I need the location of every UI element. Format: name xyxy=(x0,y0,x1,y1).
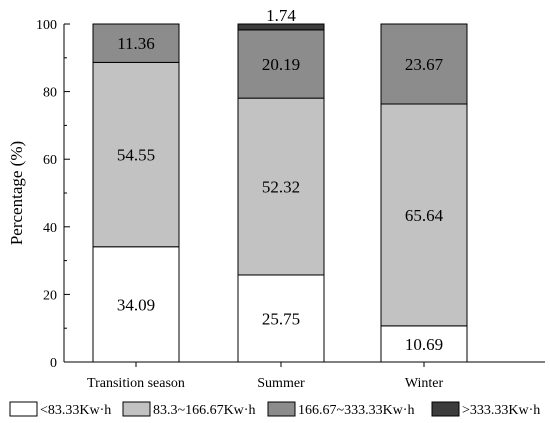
bar-segment-3-2 xyxy=(380,103,468,327)
legend-swatch-2 xyxy=(122,401,151,417)
data-label-2-3: 20.19 xyxy=(262,55,300,74)
y-tick-label-100: 100 xyxy=(36,18,57,33)
legend-label-2: 83.3~166.67Kw·h xyxy=(153,403,255,418)
y-tick-label-80: 80 xyxy=(43,86,57,101)
legend: <83.33Kw·h 83.3~166.67Kw·h 166.67~333.33Kw… xyxy=(9,401,540,418)
x-tick-label-3: Winter xyxy=(405,376,444,391)
bar-segment-3-3 xyxy=(380,23,468,105)
bar-segment-2-3 xyxy=(237,29,325,99)
legend-swatch-4 xyxy=(431,401,460,417)
y-tick-label-40: 40 xyxy=(43,221,57,236)
x-ticks: Transition season Summer Winter xyxy=(87,362,443,391)
bar-segment-1-1 xyxy=(92,246,180,363)
bar-segment-2-4 xyxy=(237,23,325,31)
y-axis-title: Percentage (%) xyxy=(7,141,26,245)
legend-label-3: 166.67~333.33Kw·h xyxy=(298,403,414,418)
bar-segment-2-2 xyxy=(237,97,325,276)
data-label-2-1: 25.75 xyxy=(262,309,300,328)
data-label-1-1: 34.09 xyxy=(117,295,155,314)
data-label-1-3: 11.36 xyxy=(117,34,155,53)
x-tick-label-2: Summer xyxy=(257,376,305,391)
y-tick-label-0: 0 xyxy=(50,356,57,371)
legend-swatch-3 xyxy=(267,401,296,417)
data-label-1-2: 54.55 xyxy=(117,146,155,165)
data-label-2-4: 1.74 xyxy=(266,6,296,25)
legend-label-4: >333.33Kw·h xyxy=(462,403,540,418)
y-tick-label-60: 60 xyxy=(43,153,57,168)
bar-segment-2-1 xyxy=(237,274,325,363)
y-ticks: 0 20 40 60 80 100 xyxy=(36,18,70,371)
bars-layer: 34.09 54.55 11.36 25.75 52.32 20.19 1.74 10.69 6… xyxy=(92,6,468,363)
data-label-3-3: 23.67 xyxy=(405,55,444,74)
legend-label-1: <83.33Kw·h xyxy=(40,403,111,418)
bar-segment-3-1 xyxy=(380,325,468,363)
legend-swatch-1 xyxy=(9,401,38,417)
bar-segment-1-3 xyxy=(92,23,180,63)
y-tick-label-20: 20 xyxy=(43,288,57,303)
data-label-3-1: 10.69 xyxy=(405,335,443,354)
x-tick-label-1: Transition season xyxy=(87,376,185,391)
bar-segment-1-2 xyxy=(92,61,180,248)
data-label-2-2: 52.32 xyxy=(262,178,300,197)
data-label-3-2: 65.64 xyxy=(405,206,444,225)
